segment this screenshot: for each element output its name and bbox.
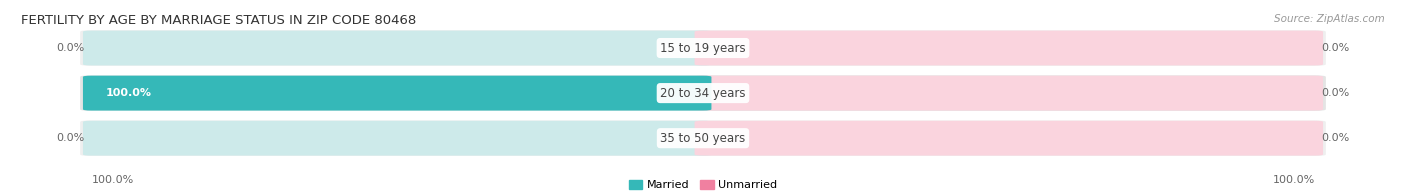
FancyBboxPatch shape bbox=[83, 76, 711, 111]
FancyBboxPatch shape bbox=[80, 120, 1326, 156]
FancyBboxPatch shape bbox=[80, 75, 1326, 111]
Text: 0.0%: 0.0% bbox=[1322, 88, 1350, 98]
Text: 0.0%: 0.0% bbox=[56, 133, 84, 143]
Text: 100.0%: 100.0% bbox=[91, 175, 134, 185]
Text: 35 to 50 years: 35 to 50 years bbox=[661, 132, 745, 145]
FancyBboxPatch shape bbox=[695, 31, 1323, 65]
Text: 100.0%: 100.0% bbox=[105, 88, 152, 98]
Text: 100.0%: 100.0% bbox=[1272, 175, 1315, 185]
FancyBboxPatch shape bbox=[695, 121, 1323, 156]
Text: 20 to 34 years: 20 to 34 years bbox=[661, 87, 745, 100]
FancyBboxPatch shape bbox=[80, 30, 1326, 66]
Text: 15 to 19 years: 15 to 19 years bbox=[661, 42, 745, 54]
Text: 0.0%: 0.0% bbox=[1322, 133, 1350, 143]
FancyBboxPatch shape bbox=[83, 76, 711, 111]
FancyBboxPatch shape bbox=[83, 121, 711, 156]
Text: FERTILITY BY AGE BY MARRIAGE STATUS IN ZIP CODE 80468: FERTILITY BY AGE BY MARRIAGE STATUS IN Z… bbox=[21, 14, 416, 27]
FancyBboxPatch shape bbox=[83, 31, 711, 65]
Text: 0.0%: 0.0% bbox=[1322, 43, 1350, 53]
Legend: Married, Unmarried: Married, Unmarried bbox=[628, 180, 778, 191]
FancyBboxPatch shape bbox=[695, 76, 1323, 111]
Text: Source: ZipAtlas.com: Source: ZipAtlas.com bbox=[1274, 14, 1385, 24]
Text: 0.0%: 0.0% bbox=[56, 43, 84, 53]
